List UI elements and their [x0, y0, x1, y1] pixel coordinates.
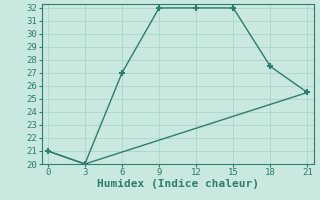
X-axis label: Humidex (Indice chaleur): Humidex (Indice chaleur) [97, 179, 259, 189]
